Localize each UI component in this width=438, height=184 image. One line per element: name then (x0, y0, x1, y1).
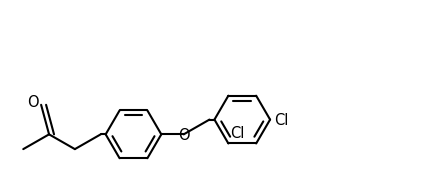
Text: O: O (178, 128, 190, 143)
Text: Cl: Cl (274, 113, 289, 128)
Text: Cl: Cl (230, 126, 245, 141)
Text: O: O (27, 95, 39, 110)
